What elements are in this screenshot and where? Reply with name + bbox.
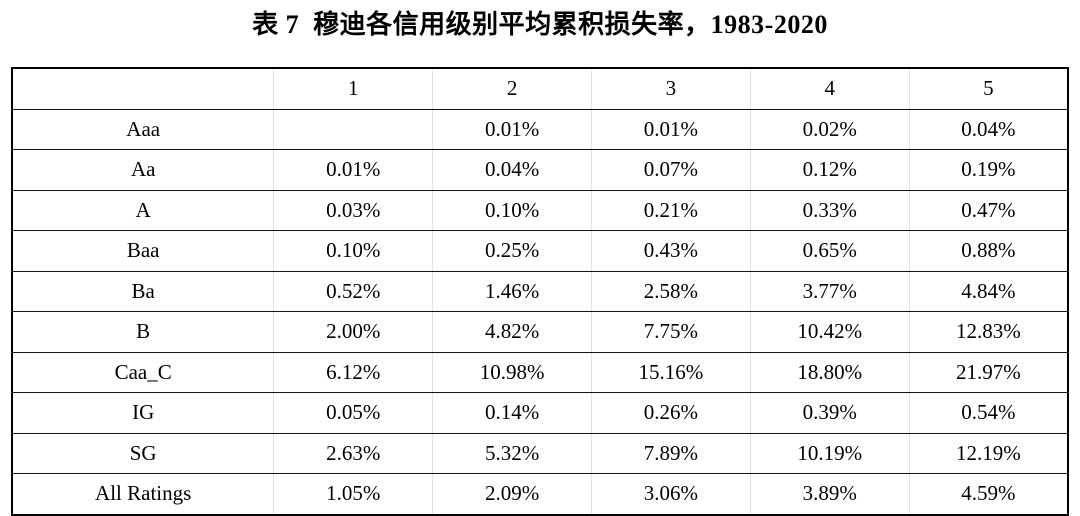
value-cell: 7.75% bbox=[591, 311, 751, 353]
value-cell: 0.01% bbox=[591, 109, 751, 150]
row-label: A bbox=[12, 190, 274, 231]
row-label: Aa bbox=[12, 149, 274, 191]
header-cell-year-3: 3 bbox=[591, 68, 751, 110]
value-cell: 10.98% bbox=[432, 352, 592, 393]
value-cell: 10.19% bbox=[749, 433, 910, 474]
value-cell: 6.12% bbox=[273, 352, 433, 393]
value-cell: 0.02% bbox=[749, 109, 910, 150]
table-row: IG 0.05% 0.14% 0.26% 0.39% 0.54% bbox=[12, 392, 1068, 434]
value-cell: 0.21% bbox=[591, 190, 751, 231]
header-cell-year-4: 4 bbox=[749, 68, 910, 110]
value-cell: 7.89% bbox=[591, 433, 751, 474]
header-cell-blank bbox=[12, 68, 274, 110]
header-cell-year-1: 1 bbox=[273, 68, 433, 110]
value-cell: 0.10% bbox=[432, 190, 592, 231]
value-cell: 0.01% bbox=[273, 149, 433, 191]
row-label: Aaa bbox=[12, 109, 274, 150]
value-cell: 4.82% bbox=[432, 311, 592, 353]
value-cell: 21.97% bbox=[908, 352, 1068, 393]
value-cell: 0.25% bbox=[432, 230, 592, 272]
table-row: Caa_C 6.12% 10.98% 15.16% 18.80% 21.97% bbox=[12, 352, 1068, 393]
value-cell: 0.07% bbox=[591, 149, 751, 191]
header-cell-year-2: 2 bbox=[432, 68, 592, 110]
row-label: B bbox=[12, 311, 274, 353]
value-cell: 0.52% bbox=[273, 271, 433, 312]
value-cell: 0.19% bbox=[908, 149, 1068, 191]
value-cell: 2.58% bbox=[591, 271, 751, 312]
value-cell: 10.42% bbox=[749, 311, 910, 353]
value-cell: 3.89% bbox=[749, 473, 910, 515]
value-cell: 2.00% bbox=[273, 311, 433, 353]
row-label: SG bbox=[12, 433, 274, 474]
value-cell: 0.04% bbox=[432, 149, 592, 191]
row-label: Caa_C bbox=[12, 352, 274, 393]
value-cell: 3.06% bbox=[591, 473, 751, 515]
value-cell: 0.54% bbox=[908, 392, 1068, 434]
value-cell: 0.33% bbox=[749, 190, 910, 231]
table-row: SG 2.63% 5.32% 7.89% 10.19% 12.19% bbox=[12, 433, 1068, 474]
header-cell-year-5: 5 bbox=[908, 68, 1068, 110]
value-cell: 0.12% bbox=[749, 149, 910, 191]
value-cell: 2.63% bbox=[273, 433, 433, 474]
value-cell: 18.80% bbox=[749, 352, 910, 393]
value-cell: 12.83% bbox=[908, 311, 1068, 353]
value-cell: 0.03% bbox=[273, 190, 433, 231]
table-row: Aa 0.01% 0.04% 0.07% 0.12% 0.19% bbox=[12, 149, 1068, 191]
table-row: Baa 0.10% 0.25% 0.43% 0.65% 0.88% bbox=[12, 230, 1068, 272]
value-cell: 12.19% bbox=[908, 433, 1068, 474]
value-cell: 0.01% bbox=[432, 109, 592, 150]
value-cell: 5.32% bbox=[432, 433, 592, 474]
value-cell: 15.16% bbox=[591, 352, 751, 393]
value-cell: 0.14% bbox=[432, 392, 592, 434]
value-cell: 4.59% bbox=[908, 473, 1068, 515]
table-row: A 0.03% 0.10% 0.21% 0.33% 0.47% bbox=[12, 190, 1068, 231]
value-cell bbox=[273, 109, 433, 150]
value-cell: 0.26% bbox=[591, 392, 751, 434]
value-cell: 0.04% bbox=[908, 109, 1068, 150]
value-cell: 0.43% bbox=[591, 230, 751, 272]
value-cell: 4.84% bbox=[908, 271, 1068, 312]
value-cell: 0.47% bbox=[908, 190, 1068, 231]
value-cell: 0.88% bbox=[908, 230, 1068, 272]
table-row: Ba 0.52% 1.46% 2.58% 3.77% 4.84% bbox=[12, 271, 1068, 312]
value-cell: 3.77% bbox=[749, 271, 910, 312]
value-cell: 0.65% bbox=[749, 230, 910, 272]
table-row: All Ratings 1.05% 2.09% 3.06% 3.89% 4.59% bbox=[12, 473, 1068, 515]
table-row: B 2.00% 4.82% 7.75% 10.42% 12.83% bbox=[12, 311, 1068, 353]
value-cell: 1.46% bbox=[432, 271, 592, 312]
value-cell: 0.39% bbox=[749, 392, 910, 434]
row-label: Baa bbox=[12, 230, 274, 272]
value-cell: 0.10% bbox=[273, 230, 433, 272]
value-cell: 1.05% bbox=[273, 473, 433, 515]
value-cell: 2.09% bbox=[432, 473, 592, 515]
table-body: Aaa 0.01% 0.01% 0.02% 0.04% Aa 0.01% 0.04% 0.07%… bbox=[12, 109, 1068, 515]
value-cell: 0.05% bbox=[273, 392, 433, 434]
row-label: Ba bbox=[12, 271, 274, 312]
row-label: IG bbox=[12, 392, 274, 434]
table-row: Aaa 0.01% 0.01% 0.02% 0.04% bbox=[12, 109, 1068, 150]
row-label: All Ratings bbox=[95, 481, 192, 506]
table-caption: 表 7 穆迪各信用级别平均累积损失率，1983-2020 bbox=[252, 10, 828, 39]
